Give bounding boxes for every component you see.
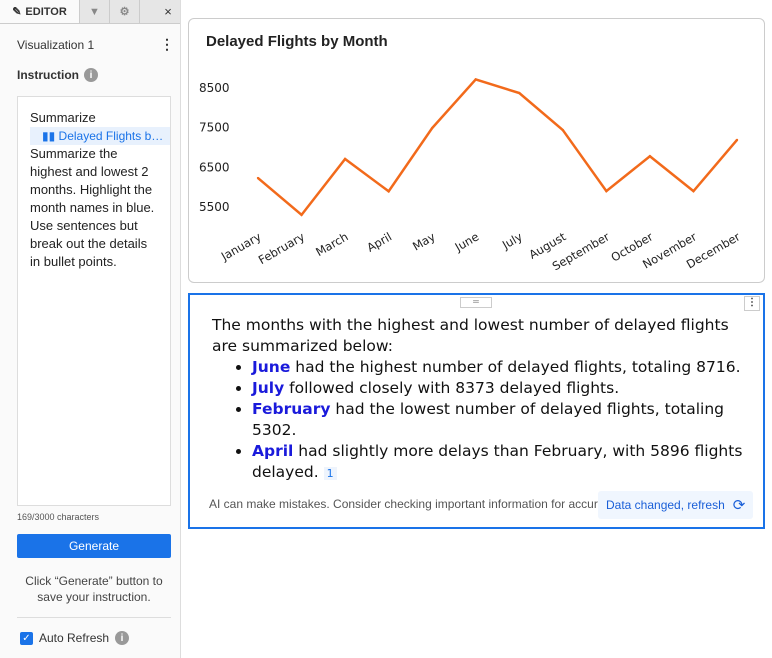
data-point[interactable] — [430, 126, 434, 130]
editor-panel: ✎ EDITOR ▼ ⚙ × Visualization 1 ⋮ Instruct… — [0, 0, 181, 658]
x-tick-label: January — [218, 229, 264, 264]
x-tick-label: February — [256, 229, 307, 267]
editor-tabs: ✎ EDITOR ▼ ⚙ × — [0, 0, 180, 24]
x-tick-label: May — [410, 229, 438, 253]
instruction-prefix: Summarize — [30, 110, 96, 125]
bar-chart-icon: ▮▮ — [42, 129, 59, 143]
y-tick-label: 8500 — [199, 81, 230, 95]
instruction-heading: Instruction i — [17, 68, 98, 82]
character-count: 169/3000 characters — [17, 512, 100, 522]
chart-title: Delayed Flights by Month — [206, 33, 388, 50]
data-point[interactable] — [387, 190, 390, 193]
summary-text: The months with the highest and lowest n… — [212, 315, 752, 484]
data-point[interactable] — [648, 155, 652, 158]
divider — [17, 617, 171, 618]
info-icon[interactable]: i — [84, 68, 98, 82]
data-point[interactable] — [343, 157, 347, 161]
auto-refresh-checkbox[interactable]: ✓ — [20, 631, 33, 645]
y-tick-label: 6500 — [199, 160, 230, 174]
data-point[interactable] — [605, 189, 608, 193]
data-point[interactable] — [735, 138, 739, 142]
x-tick-label: June — [452, 229, 482, 254]
gear-icon[interactable]: ⚙ — [110, 0, 140, 23]
month-name: July — [252, 379, 285, 397]
summary-bullet: February had the lowest number of delaye… — [252, 399, 752, 441]
y-tick-label: 7500 — [199, 121, 230, 135]
generate-button[interactable]: Generate — [17, 534, 171, 558]
bullet-text: had slightly more delays than February, … — [252, 442, 743, 481]
bullet-text: followed closely with 8373 delayed fligh… — [284, 379, 620, 397]
month-name: February — [252, 400, 331, 418]
x-tick-label: July — [499, 229, 525, 252]
bullet-text: had the highest number of delayed flight… — [290, 358, 741, 376]
refresh-icon: ⟳ — [732, 497, 746, 514]
data-point[interactable] — [692, 189, 695, 193]
filter-icon[interactable]: ▼ — [80, 0, 110, 23]
more-options-icon[interactable]: ⋮ — [160, 36, 174, 52]
reference-badge[interactable]: 1 — [323, 467, 337, 480]
chart-card: Delayed Flights by Month 5500 6500 7500 850… — [188, 18, 765, 283]
generate-hint: Click “Generate” button to save your ins… — [25, 574, 163, 604]
y-tick-label: 5500 — [199, 200, 230, 214]
tab-editor[interactable]: ✎ EDITOR — [0, 0, 80, 23]
more-options-icon[interactable]: ⋮ — [744, 296, 760, 311]
data-point[interactable] — [300, 213, 303, 217]
data-changed-refresh-button[interactable]: Data changed, refresh ⟳ — [598, 491, 754, 519]
summary-panel: ═ ⋮ The months with the highest and lowe… — [188, 293, 765, 529]
close-icon[interactable]: × — [164, 4, 172, 19]
summary-bullet: July followed closely with 8373 delayed … — [252, 378, 752, 399]
x-tick-label: March — [313, 229, 350, 259]
month-name: April — [252, 442, 294, 460]
summary-bullet: April had slightly more delays than Febr… — [252, 441, 752, 484]
visualization-chip[interactable]: ▮▮ Delayed Flights b… — [30, 127, 170, 145]
auto-refresh[interactable]: ✓ Auto Refresh i — [20, 631, 130, 645]
data-point[interactable] — [256, 176, 260, 180]
info-icon[interactable]: i — [115, 631, 130, 645]
pencil-icon: ✎ — [12, 6, 22, 18]
data-point[interactable] — [474, 78, 477, 81]
month-name: June — [252, 358, 291, 376]
instruction-text: Summarize the highest and lowest 2 month… — [30, 146, 155, 269]
summary-bullet: June had the highest number of delayed f… — [252, 357, 752, 378]
visualization-name: Visualization 1 — [17, 38, 95, 52]
ai-disclaimer: AI can make mistakes. Consider checking … — [209, 497, 599, 511]
data-point[interactable] — [561, 128, 565, 132]
bullet-text: had the lowest number of delayed flights… — [252, 400, 725, 439]
series-line — [257, 77, 738, 217]
summary-bullets: June had the highest number of delayed f… — [232, 357, 752, 484]
data-point[interactable] — [518, 91, 521, 95]
x-tick-label: April — [364, 229, 394, 254]
instruction-input[interactable]: Summarize ▮▮ Delayed Flights b… Summariz… — [17, 96, 171, 506]
summary-intro: The months with the highest and lowest n… — [212, 316, 729, 355]
drag-handle[interactable]: ═ — [460, 297, 492, 308]
